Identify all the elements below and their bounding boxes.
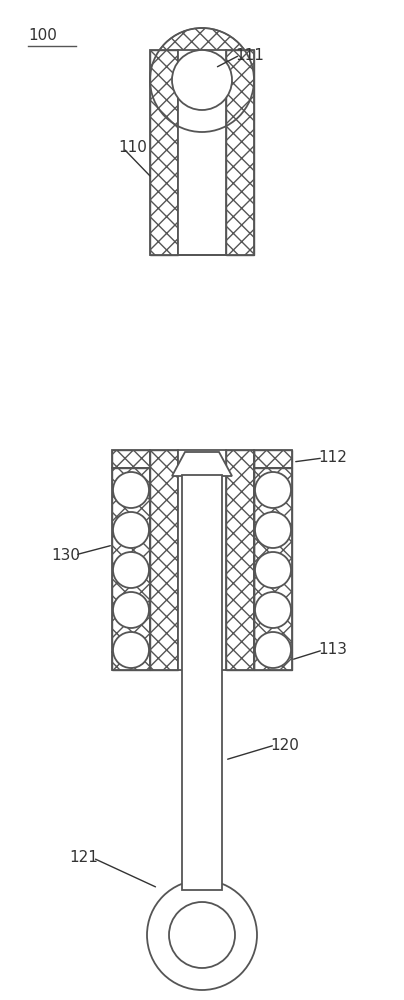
Text: 120: 120 bbox=[270, 738, 299, 752]
Bar bbox=[112, 652, 150, 670]
Bar bbox=[254, 450, 292, 468]
Bar bbox=[150, 50, 178, 255]
Circle shape bbox=[255, 552, 291, 588]
Bar bbox=[182, 475, 222, 890]
Circle shape bbox=[169, 902, 235, 968]
Bar bbox=[150, 450, 178, 670]
Bar bbox=[254, 468, 292, 652]
Bar bbox=[112, 468, 150, 652]
Bar bbox=[112, 450, 150, 468]
Bar bbox=[112, 652, 150, 670]
Circle shape bbox=[255, 512, 291, 548]
Polygon shape bbox=[172, 452, 232, 476]
Circle shape bbox=[150, 28, 254, 132]
Text: 130: 130 bbox=[51, 548, 80, 562]
Circle shape bbox=[113, 632, 149, 668]
Text: 100: 100 bbox=[28, 28, 57, 43]
Bar bbox=[254, 652, 292, 670]
Circle shape bbox=[113, 592, 149, 628]
Bar bbox=[226, 50, 254, 255]
Bar bbox=[226, 450, 254, 670]
Text: 110: 110 bbox=[118, 140, 147, 155]
Bar bbox=[254, 652, 292, 670]
Bar bbox=[226, 50, 254, 255]
Circle shape bbox=[255, 592, 291, 628]
Bar bbox=[112, 468, 150, 652]
Circle shape bbox=[113, 512, 149, 548]
Circle shape bbox=[113, 552, 149, 588]
Circle shape bbox=[147, 880, 257, 990]
Text: 111: 111 bbox=[235, 47, 264, 62]
Bar bbox=[226, 450, 254, 670]
Bar bbox=[254, 450, 292, 468]
Circle shape bbox=[113, 472, 149, 508]
Circle shape bbox=[172, 50, 232, 110]
Bar bbox=[254, 468, 292, 652]
Text: 112: 112 bbox=[318, 450, 347, 466]
Text: 121: 121 bbox=[69, 850, 98, 865]
Circle shape bbox=[255, 632, 291, 668]
Circle shape bbox=[255, 472, 291, 508]
Bar bbox=[150, 50, 178, 255]
Bar bbox=[178, 50, 226, 255]
Bar bbox=[112, 450, 150, 468]
Bar bbox=[150, 450, 178, 670]
Text: 113: 113 bbox=[318, 643, 347, 658]
Bar bbox=[178, 450, 226, 670]
